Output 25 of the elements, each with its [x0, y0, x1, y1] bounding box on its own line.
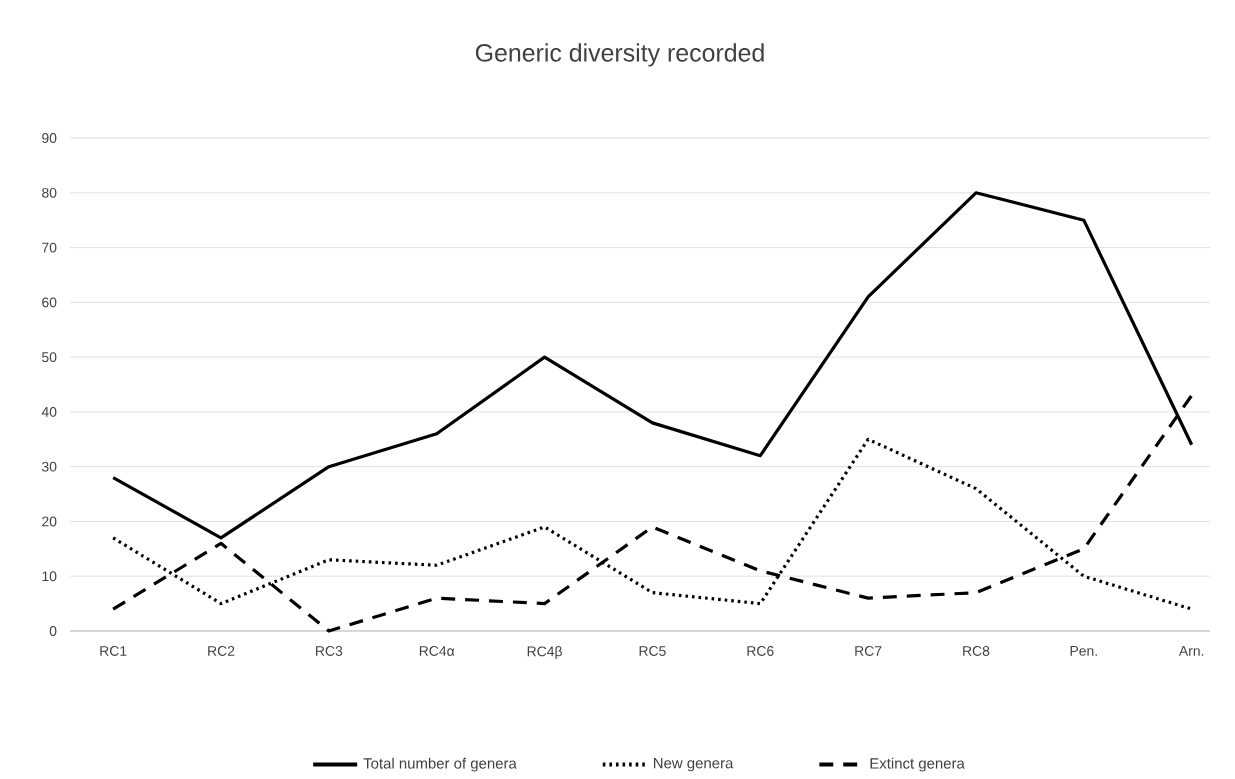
- y-tick-label: 20: [42, 516, 57, 527]
- legend-label: New genera: [654, 757, 734, 772]
- x-tick-label: RC7: [855, 645, 882, 656]
- x-tick-label: RC5: [639, 645, 666, 656]
- x-tick-label: RC3: [316, 645, 343, 656]
- y-tick-label: 60: [42, 297, 57, 308]
- x-tick-label: RC8: [963, 645, 990, 656]
- x-tick-label: RC4α: [419, 645, 455, 656]
- y-tick-label: 0: [49, 625, 57, 636]
- legend-label: Total number of genera: [363, 757, 517, 772]
- x-tick-label: Arn.: [1178, 645, 1204, 656]
- x-tick-label: RC6: [747, 645, 774, 656]
- y-tick-label: 90: [42, 132, 57, 143]
- y-tick-label: 30: [41, 461, 57, 472]
- x-tick-label: RC1: [100, 645, 127, 656]
- x-tick-label: Pen.: [1070, 645, 1097, 656]
- x-tick-label: RC4β: [527, 645, 562, 659]
- chart-title: Generic diversity recorded: [475, 43, 764, 67]
- y-tick-label: 10: [42, 571, 57, 581]
- y-tick-label: 50: [42, 351, 57, 362]
- y-tick-label: 70: [42, 242, 57, 253]
- x-tick-label: RC2: [208, 645, 235, 656]
- y-tick-label: 40: [41, 406, 57, 417]
- y-tick-label: 80: [42, 187, 57, 198]
- legend-label: Extinct genera: [870, 757, 965, 772]
